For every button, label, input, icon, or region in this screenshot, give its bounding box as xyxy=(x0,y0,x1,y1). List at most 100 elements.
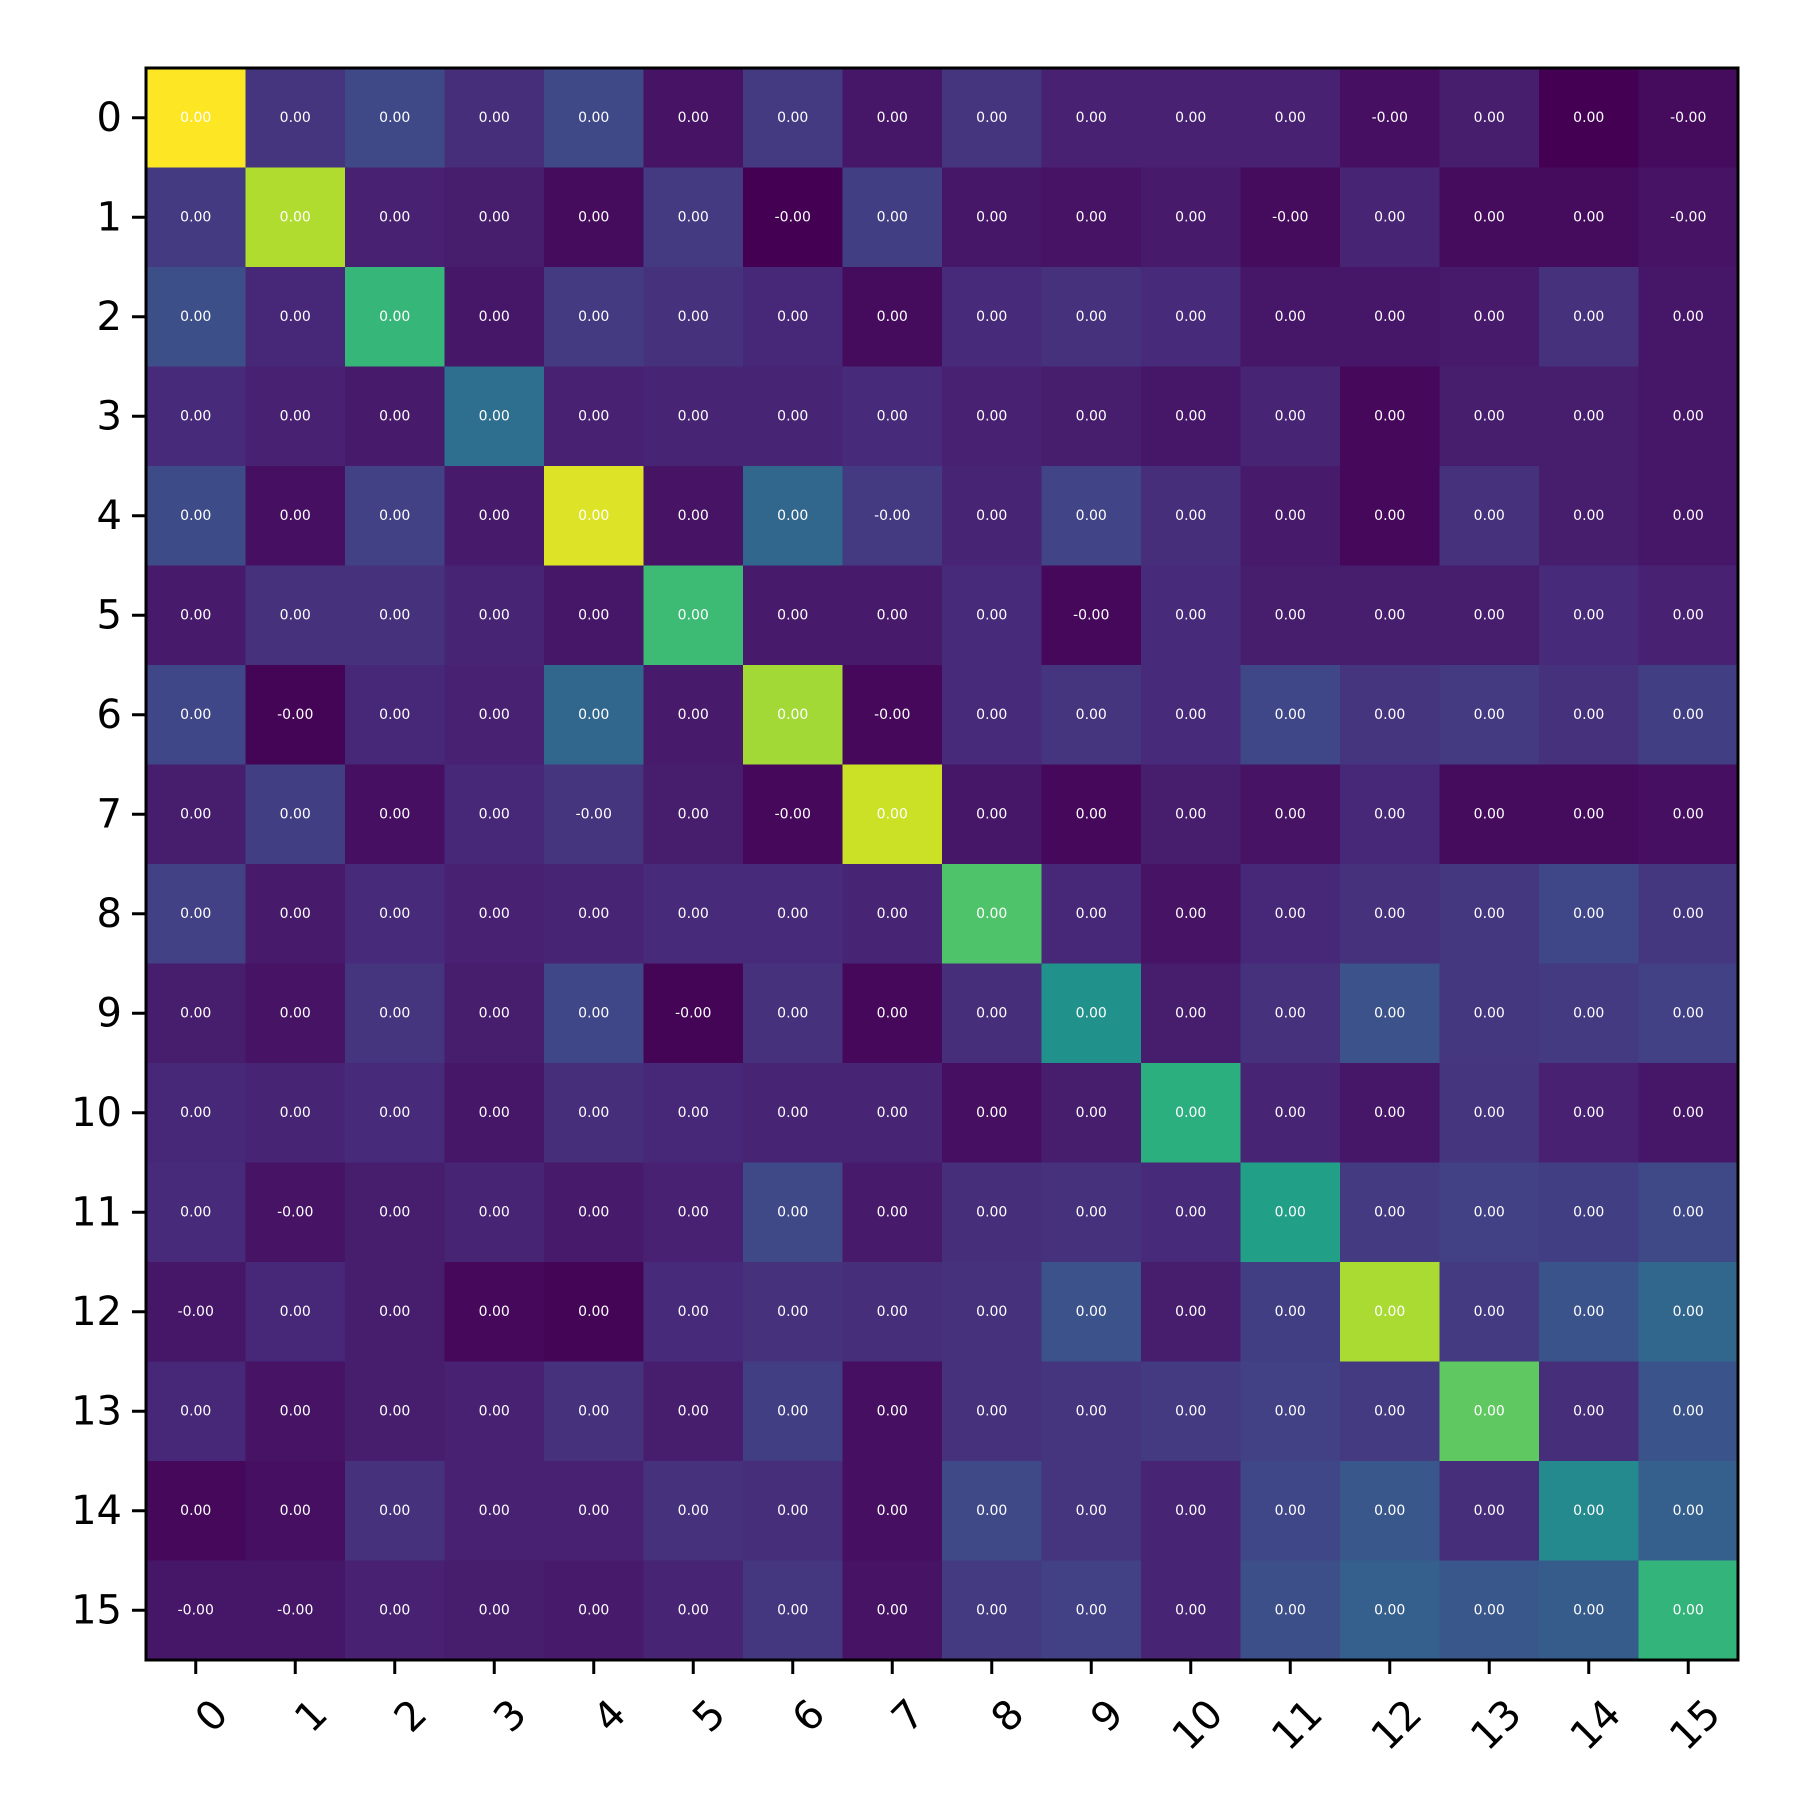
cell-value-label: 0.00 xyxy=(379,1005,410,1021)
heatmap-cell xyxy=(245,1560,346,1661)
heatmap-cell xyxy=(1340,1361,1441,1462)
cell-value-label: 0.00 xyxy=(1673,906,1704,922)
cell-value-label: 0.00 xyxy=(678,607,709,623)
cell-value-label: 0.00 xyxy=(479,806,510,822)
heatmap-cell xyxy=(1340,366,1441,467)
heatmap-cell xyxy=(345,963,446,1064)
cell-value-label: 0.00 xyxy=(180,408,211,424)
heatmap-cell xyxy=(842,366,943,467)
heatmap-cell xyxy=(146,565,247,666)
cell-value-label: 0.00 xyxy=(678,906,709,922)
cell-value-label: 0.00 xyxy=(1175,1304,1206,1320)
heatmap-cell xyxy=(1240,1063,1341,1164)
heatmap-cell xyxy=(942,565,1043,666)
heatmap-cell xyxy=(544,267,645,368)
heatmap-cell xyxy=(444,1063,545,1164)
cell-value-label: -0.00 xyxy=(277,1204,313,1220)
cell-value-label: 0.00 xyxy=(1374,1204,1405,1220)
cell-value-label: 0.00 xyxy=(1175,707,1206,723)
heatmap-cell xyxy=(1539,1560,1640,1661)
cell-value-label: 0.00 xyxy=(479,607,510,623)
heatmap-cell xyxy=(1340,1560,1441,1661)
cell-value-label: 0.00 xyxy=(1573,906,1604,922)
cell-value-label: 0.00 xyxy=(1673,1403,1704,1419)
heatmap-cell xyxy=(1638,167,1739,268)
heatmap-cell xyxy=(544,167,645,268)
cell-value-label: 0.00 xyxy=(578,1005,609,1021)
cell-value-label: 0.00 xyxy=(1573,209,1604,225)
cell-value-label: 0.00 xyxy=(678,806,709,822)
heatmap-cell xyxy=(942,665,1043,766)
cell-value-label: 0.00 xyxy=(777,707,808,723)
cell-value-label: 0.00 xyxy=(1374,1304,1405,1320)
cell-value-label: -0.00 xyxy=(775,806,811,822)
cell-value-label: 0.00 xyxy=(976,408,1007,424)
y-tick-label: 3 xyxy=(97,393,122,439)
cell-value-label: 0.00 xyxy=(1374,607,1405,623)
cell-value-label: 0.00 xyxy=(379,1403,410,1419)
heatmap-cell xyxy=(942,1262,1043,1363)
heatmap-cell xyxy=(1041,1461,1142,1562)
heatmap-cell xyxy=(544,466,645,567)
cell-value-label: 0.00 xyxy=(379,209,410,225)
cell-value-label: 0.00 xyxy=(777,110,808,126)
cell-value-label: 0.00 xyxy=(180,1503,211,1519)
cell-value-label: 0.00 xyxy=(479,1204,510,1220)
heatmap-cell xyxy=(842,764,943,865)
heatmap-cell xyxy=(444,1262,545,1363)
cell-value-label: 0.00 xyxy=(1673,309,1704,325)
heatmap-cell xyxy=(1638,1262,1739,1363)
heatmap-cell xyxy=(146,267,247,368)
heatmap-cell xyxy=(1240,68,1341,169)
cell-value-label: 0.00 xyxy=(1474,806,1505,822)
heatmap-cell xyxy=(842,665,943,766)
heatmap-cell xyxy=(1439,1162,1540,1263)
cell-value-label: 0.00 xyxy=(1076,1105,1107,1121)
cell-value-label: 0.00 xyxy=(678,508,709,524)
heatmap-cell xyxy=(1439,1560,1540,1661)
cell-value-label: 0.00 xyxy=(1474,110,1505,126)
y-tick-label: 13 xyxy=(71,1388,122,1434)
cell-value-label: 0.00 xyxy=(1573,1602,1604,1618)
cell-value-label: 0.00 xyxy=(1275,1204,1306,1220)
cell-value-label: 0.00 xyxy=(1374,906,1405,922)
cell-value-label: 0.00 xyxy=(1474,1005,1505,1021)
cell-value-label: 0.00 xyxy=(678,408,709,424)
heatmap-cell xyxy=(146,167,247,268)
heatmap-cell xyxy=(1340,665,1441,766)
heatmap-cell xyxy=(444,665,545,766)
cell-value-label: 0.00 xyxy=(1374,1602,1405,1618)
cell-value-label: 0.00 xyxy=(180,1204,211,1220)
x-tick-label: 11 xyxy=(1263,1691,1332,1760)
cell-value-label: 0.00 xyxy=(877,607,908,623)
cell-value-label: 0.00 xyxy=(1673,1005,1704,1021)
cell-value-label: 0.00 xyxy=(578,110,609,126)
cell-value-label: 0.00 xyxy=(379,508,410,524)
heatmap-cell xyxy=(1240,764,1341,865)
cell-value-label: 0.00 xyxy=(1076,110,1107,126)
cell-value-label: 0.00 xyxy=(1175,110,1206,126)
cell-value-label: 0.00 xyxy=(1673,1105,1704,1121)
cell-value-label: 0.00 xyxy=(479,707,510,723)
heatmap-cell xyxy=(1240,565,1341,666)
cell-value-label: -0.00 xyxy=(1272,209,1308,225)
heatmap-cell xyxy=(1539,1063,1640,1164)
cell-value-label: 0.00 xyxy=(1573,309,1604,325)
heatmap-cell xyxy=(1439,565,1540,666)
cell-value-label: 0.00 xyxy=(379,906,410,922)
cell-value-label: 0.00 xyxy=(678,707,709,723)
x-tick-label: 13 xyxy=(1462,1691,1531,1760)
cell-value-label: 0.00 xyxy=(1275,110,1306,126)
cell-value-label: 0.00 xyxy=(976,508,1007,524)
heatmap-cell xyxy=(743,1063,844,1164)
cell-value-label: 0.00 xyxy=(877,806,908,822)
heatmap-cell xyxy=(1539,864,1640,965)
cell-value-label: 0.00 xyxy=(1076,209,1107,225)
cell-value-label: 0.00 xyxy=(877,309,908,325)
heatmap-cell xyxy=(942,366,1043,467)
cell-value-label: 0.00 xyxy=(1275,309,1306,325)
cell-value-label: 0.00 xyxy=(1374,707,1405,723)
cell-value-label: 0.00 xyxy=(777,1005,808,1021)
cell-value-label: 0.00 xyxy=(877,209,908,225)
